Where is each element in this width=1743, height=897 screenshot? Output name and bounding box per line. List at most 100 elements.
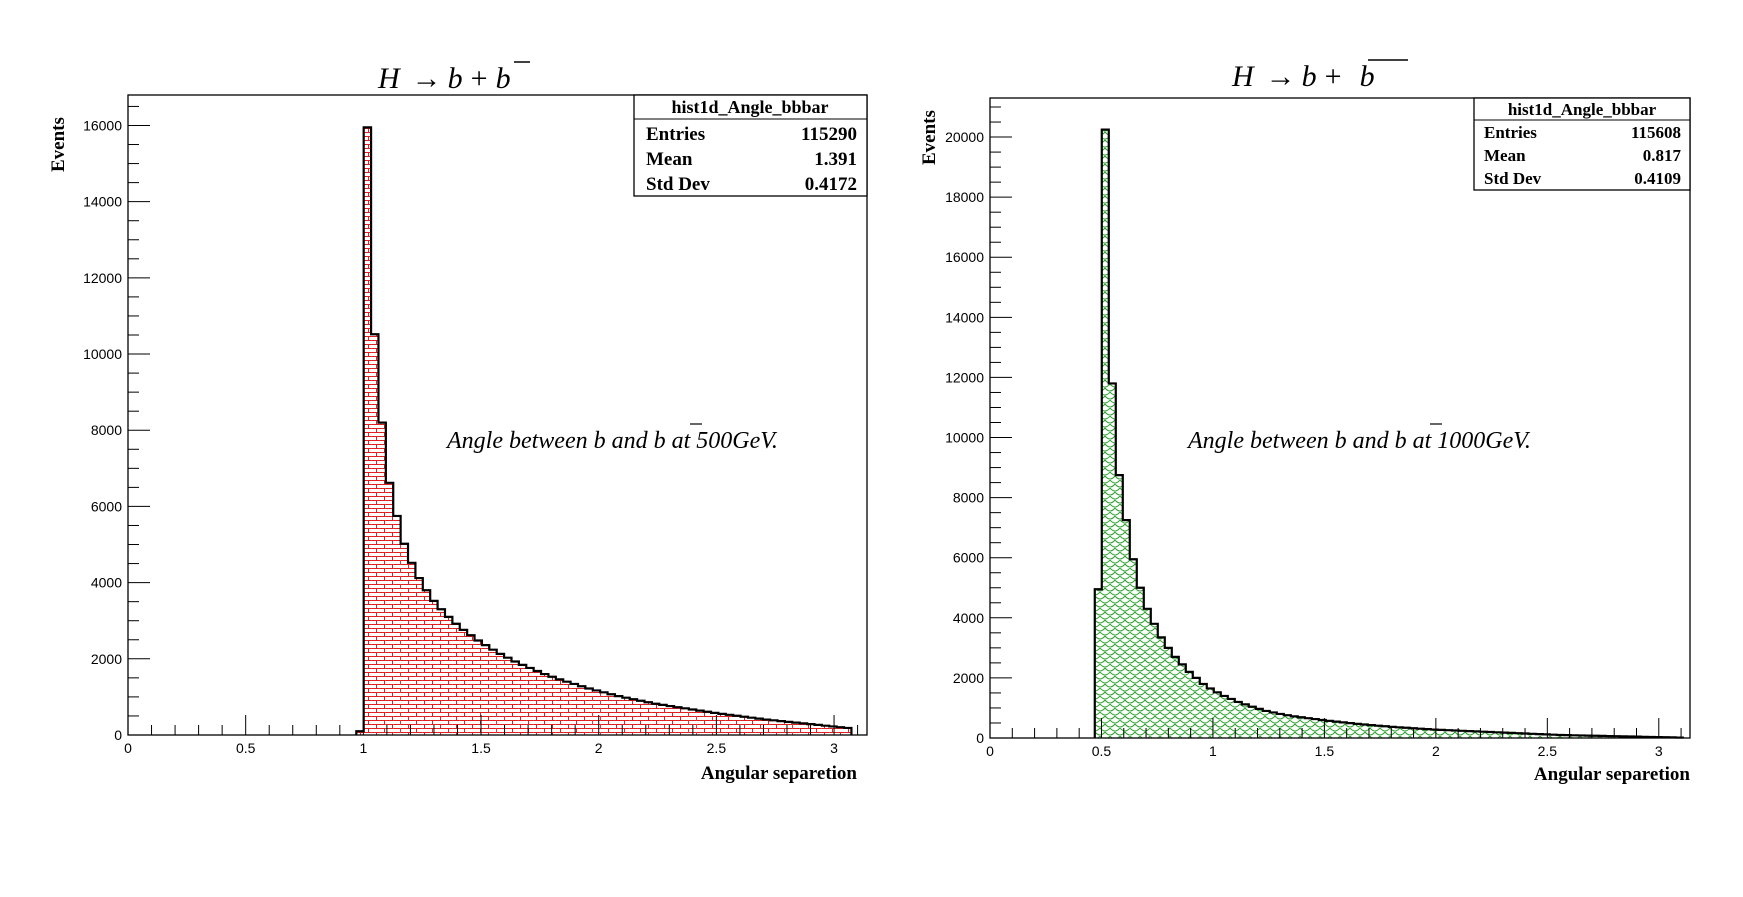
histogram-bar <box>1563 735 1571 738</box>
histogram-bar <box>1269 712 1277 738</box>
stats-box: hist1d_Angle_bbbar Entries 115608 Mean 0… <box>1473 97 1691 191</box>
histogram-bar <box>1283 715 1291 738</box>
histogram-bar <box>792 722 800 735</box>
plot-frame <box>127 94 868 736</box>
stats-value-mean: 1.391 <box>814 149 857 170</box>
y-tick-label: 4000 <box>91 575 122 591</box>
histogram-outline <box>355 126 853 735</box>
annotation-text: Angle between b and b at 500GeV. <box>445 428 778 454</box>
histogram-bar <box>644 702 652 735</box>
histogram-bar <box>592 690 601 735</box>
histogram-bar <box>1178 664 1186 738</box>
y-tick-label: 10000 <box>83 346 122 362</box>
histogram-bar <box>526 667 534 735</box>
histogram-bar <box>555 679 564 735</box>
stats-value-mean: 0.817 <box>1643 146 1682 165</box>
histogram-bar <box>563 681 571 735</box>
x-tick-label: 1 <box>1209 743 1217 759</box>
histogram-bar <box>1444 730 1452 738</box>
chart-title: H → b + b <box>1231 60 1375 93</box>
histogram-bar <box>1129 559 1137 738</box>
x-tick-label: 0 <box>124 740 132 756</box>
histogram-bar <box>1122 520 1130 738</box>
y-axis-title: Events <box>919 110 940 165</box>
histogram-bar <box>385 482 394 735</box>
histogram-bar <box>444 616 453 735</box>
x-tick-label: 1.5 <box>471 740 491 756</box>
x-tick-label: 0.5 <box>1092 743 1112 759</box>
histogram-bar <box>703 711 712 735</box>
histogram-bar <box>844 727 852 735</box>
histogram-bar <box>467 635 475 735</box>
histogram-bar <box>1227 698 1235 738</box>
histogram-bar <box>422 590 431 735</box>
histogram-bar <box>518 664 527 735</box>
histogram-bar <box>681 708 689 735</box>
y-tick-label: 6000 <box>91 498 122 514</box>
histogram-bar <box>755 718 763 735</box>
histogram-bar <box>408 562 416 735</box>
histogram-bar <box>1542 734 1550 738</box>
stats-value-stddev: 0.4172 <box>805 174 857 195</box>
histogram-bar <box>1339 722 1347 738</box>
y-tick-label: 12000 <box>83 270 122 286</box>
stats-label-mean: Mean <box>1484 146 1526 165</box>
histogram-bar <box>814 724 822 735</box>
y-tick-label: 4000 <box>953 610 984 626</box>
histogram-bar <box>659 704 667 735</box>
histogram-bar <box>1157 637 1165 738</box>
histogram-bar <box>548 676 556 735</box>
x-tick-label: 1 <box>359 740 367 756</box>
histogram-bar <box>836 727 845 735</box>
histogram-bar <box>821 725 830 735</box>
histogram-bar <box>733 715 741 735</box>
histogram-bar <box>489 649 497 735</box>
histogram-bar <box>829 726 837 735</box>
histogram-bar <box>570 683 578 735</box>
histogram-bar <box>725 714 734 735</box>
x-axis-title: Angular separetion <box>1534 764 1690 785</box>
stats-value-entries: 115608 <box>1631 123 1681 142</box>
histogram-bar <box>1276 713 1284 738</box>
histogram-bar <box>415 578 423 735</box>
x-tick-label: 2 <box>1432 743 1440 759</box>
histogram-bar <box>1297 717 1305 738</box>
histogram-bar <box>437 609 445 735</box>
histogram-bar <box>1402 727 1410 738</box>
histogram-bar <box>363 127 372 735</box>
plot-frame <box>989 97 1691 739</box>
histogram-bar <box>777 721 785 735</box>
x-tick-label: 2 <box>595 740 603 756</box>
x-tick-label: 1.5 <box>1315 743 1335 759</box>
stats-label-stddev: Std Dev <box>646 174 710 195</box>
histogram-bar <box>481 645 490 735</box>
histogram-bar <box>378 422 386 735</box>
histogram-bar <box>1437 729 1445 738</box>
histogram-bar <box>1136 587 1144 738</box>
y-tick-label: 8000 <box>953 490 984 506</box>
stats-label-entries: Entries <box>1484 123 1537 142</box>
y-tick-label: 18000 <box>945 189 984 205</box>
y-axis-title: Events <box>48 117 69 172</box>
histogram-bar <box>1367 725 1375 738</box>
histogram-bar <box>1143 608 1151 738</box>
stats-label-mean: Mean <box>646 149 693 170</box>
histogram-bar <box>1451 730 1459 738</box>
histogram-bar <box>1500 732 1508 738</box>
y-tick-label: 14000 <box>83 194 122 210</box>
y-tick-label: 2000 <box>953 670 984 686</box>
histogram-bar <box>1206 688 1214 738</box>
histogram-bar <box>533 671 542 735</box>
histogram-bar <box>696 710 704 735</box>
chart-title: H → b + b <box>377 62 511 95</box>
histogram-bar <box>747 717 756 735</box>
stats-value-stddev: 0.4109 <box>1634 169 1681 188</box>
y-tick-label: 2000 <box>91 651 122 667</box>
histogram-bar <box>1241 704 1249 738</box>
stats-value-entries: 115290 <box>801 124 857 145</box>
x-tick-label: 0 <box>986 743 994 759</box>
histogram-bar <box>688 709 697 735</box>
histogram-bar <box>1290 716 1298 738</box>
histogram-bar <box>637 700 645 735</box>
histogram-bar <box>1311 719 1319 738</box>
